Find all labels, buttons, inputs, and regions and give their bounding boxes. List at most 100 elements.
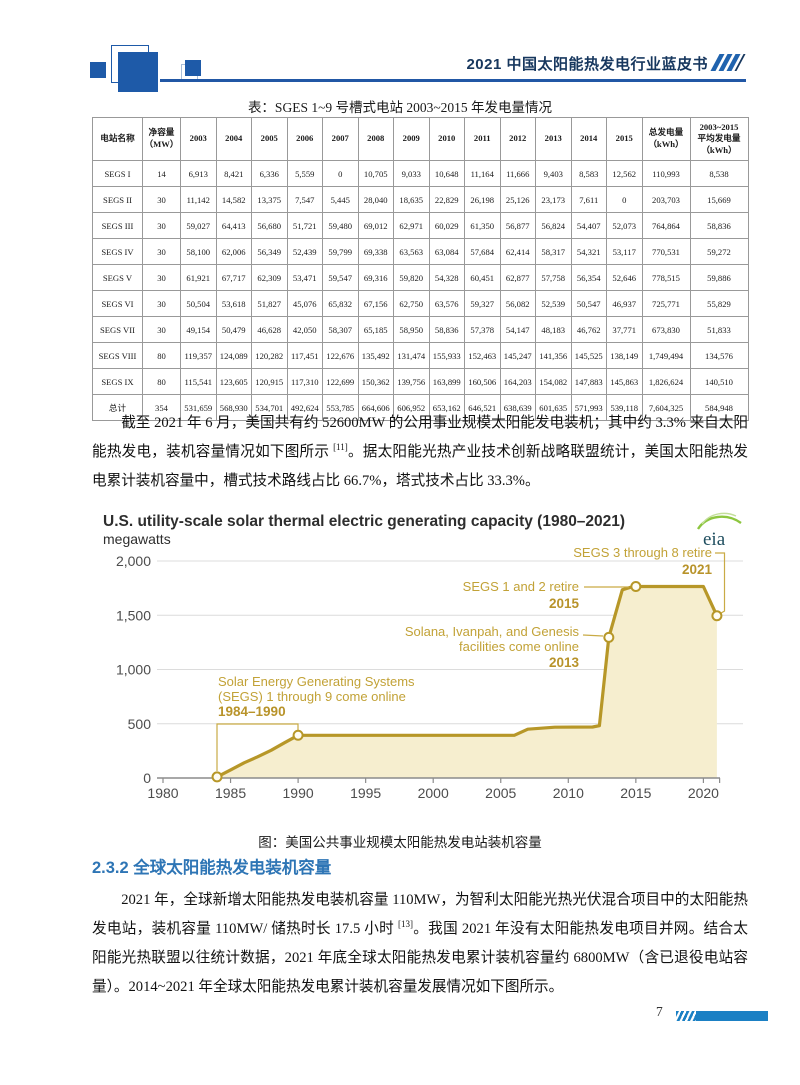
table-cell: 18,635 [393,186,430,213]
table-cell: 584,948 [689,394,749,421]
table-cell: 7,604,325 [641,394,691,421]
table-cell: 145,863 [606,368,643,395]
y-axis-tick-label: 2,000 [116,553,151,569]
table-cell: 61,350 [464,212,501,239]
table-cell: 62,877 [499,264,536,291]
column-header: 2011 [464,117,501,161]
logo-square-large [118,52,158,92]
table-cell: 45,076 [286,290,323,317]
column-header: 2014 [570,117,607,161]
table-cell: 56,824 [535,212,572,239]
x-axis-tick-label: 2020 [688,785,719,801]
table-cell: 138,149 [606,342,643,369]
table-cell: 63,084 [428,238,465,265]
table-cell: 30 [142,290,181,317]
table-cell: 69,316 [357,264,394,291]
table-cell: 135,492 [357,342,394,369]
table-cell: 58,836 [689,212,749,239]
table-cell: 8,583 [570,160,607,187]
table-cell: 50,504 [180,290,217,317]
table-cell: 28,040 [357,186,394,213]
y-axis-tick-label: 1,000 [116,662,151,678]
table-cell: 770,531 [641,238,691,265]
annotation-text: (SEGS) 1 through 9 come online [218,689,406,704]
data-point-marker [292,729,304,741]
table-cell: 42,050 [286,316,323,343]
table-cell: 139,756 [393,368,430,395]
eia-logo: eia [703,529,726,550]
annotation-text: SEGS 3 through 8 retire [573,545,712,560]
data-point-marker [603,631,615,643]
table-cell: 57,684 [464,238,501,265]
row-label: SEGS VIII [92,342,143,369]
table-cell: 54,147 [499,316,536,343]
table-cell: 7,611 [570,186,607,213]
table-cell: 1,749,494 [641,342,691,369]
annotation-text: facilities come online [459,639,579,654]
x-axis-tick-label: 2005 [485,785,516,801]
x-axis-tick-label: 2000 [418,785,449,801]
table-cell: 55,829 [689,290,749,317]
table-cell: 56,680 [251,212,288,239]
table-cell: 52,073 [606,212,643,239]
page-number: 7 [656,1004,663,1019]
table-cell: 150,362 [357,368,394,395]
column-header: 2007 [322,117,359,161]
table-cell: 65,832 [322,290,359,317]
table-cell: 203,703 [641,186,691,213]
x-axis-tick-label: 1990 [283,785,314,801]
x-axis-tick-label: 2015 [620,785,651,801]
table-cell: 0 [606,186,643,213]
column-header: 2010 [428,117,465,161]
table-row: SEGS IX 80 115,541 123,605 120,915 117,310 122… [92,368,749,395]
table-cell: 30 [142,316,181,343]
table-cell: 123,605 [215,368,252,395]
table-cell: 11,666 [499,160,536,187]
table-cell: 56,349 [251,238,288,265]
table-cell: 664,606 [357,394,394,421]
row-label: SEGS VII [92,316,143,343]
column-header: 2003~2015 平均发电量 （kWh） [689,117,749,161]
table-cell: 58,317 [535,238,572,265]
table-cell: 58,100 [180,238,217,265]
x-axis-tick-label: 1980 [147,785,178,801]
table-header-row: 电站名称 净容量 （MW） 2003 2004 2005 2006 2007 2008 2009… [92,117,749,161]
table-cell: 531,659 [180,394,217,421]
paragraph-text: 。据太阳能光热产业技术创新战略联盟统计，美国太阳能热发电累计装机容量中，槽式技术… [92,444,748,489]
logo-square-medium [185,60,201,76]
y-axis-tick-label: 1,500 [116,607,151,623]
table-cell: 57,758 [535,264,572,291]
column-header: 2015 [606,117,643,161]
row-label: SEGS IX [92,368,143,395]
table-cell: 67,156 [357,290,394,317]
table-cell: 725,771 [641,290,691,317]
table-title: 表：SGES 1~9 号槽式电站 2003~2015 年发电量情况 [247,100,553,115]
table-row: SEGS VII 30 49,154 50,479 46,628 42,050 58,307… [92,316,749,343]
table-cell: 30 [142,264,181,291]
table-cell: 164,203 [499,368,536,395]
table-cell: 638,639 [499,394,536,421]
annotation-connector [216,723,299,771]
table-cell: 58,950 [393,316,430,343]
table-cell: 61,921 [180,264,217,291]
table-cell: 51,833 [689,316,749,343]
table-cell: 48,183 [535,316,572,343]
column-header: 总发电量 （kWh） [641,117,691,161]
table-cell: 154,082 [535,368,572,395]
table-cell: 22,829 [428,186,465,213]
row-label: SEGS II [92,186,143,213]
table-cell: 80 [142,368,181,395]
table-row: SEGS I 14 6,913 8,421 6,336 5,559 0 10,705 9,033… [92,160,749,187]
table-cell: 63,576 [428,290,465,317]
chart-title: U.S. utility-scale solar thermal electri… [103,513,625,530]
annotation-year: 1984–1990 [218,704,286,719]
table-cell: 30 [142,238,181,265]
table-cell: 63,563 [393,238,430,265]
generation-table: 电站名称 净容量 （MW） 2003 2004 2005 2006 2007 2008 2009… [92,117,749,421]
table-cell: 110,993 [641,160,691,187]
table-cell: 6,913 [180,160,217,187]
table-cell: 13,375 [251,186,288,213]
row-label: SEGS IV [92,238,143,265]
figure-caption: 图：美国公共事业规模太阳能热发电站装机容量 [258,835,542,850]
